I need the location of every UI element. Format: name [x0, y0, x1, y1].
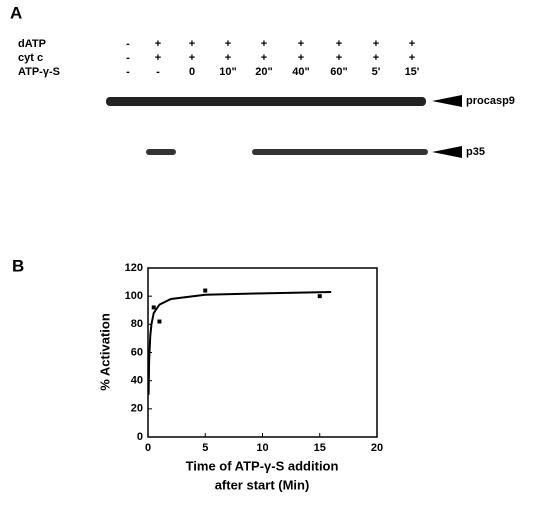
data-point [157, 319, 162, 324]
lane-value: + [261, 52, 267, 64]
x-axis-label: after start (Min) [215, 477, 310, 492]
lane-value: 5' [372, 66, 381, 78]
lane-value: + [261, 38, 267, 50]
fit-curve [147, 290, 332, 395]
row-label: ATP-γ-S [18, 66, 60, 78]
data-point [203, 288, 208, 293]
x-tick-label: 15 [314, 442, 326, 454]
lane-value: + [189, 52, 195, 64]
lane-value: - [126, 66, 130, 78]
y-tick-label: 0 [137, 431, 143, 443]
lane-value: 15' [405, 66, 420, 78]
y-axis-label: % Activation [97, 313, 112, 391]
arrow [432, 95, 462, 107]
lane-value: + [409, 52, 415, 64]
lane-value: 20" [255, 66, 272, 78]
x-axis-label: Time of ATP-γ-S addition [186, 458, 339, 473]
row-label: dATP [18, 38, 46, 50]
lane-value: + [225, 52, 231, 64]
lane-value: - [126, 38, 130, 50]
lane-value: 40" [292, 66, 309, 78]
panel-label: A [10, 3, 22, 22]
y-tick-label: 100 [125, 290, 143, 302]
lane-value: + [155, 38, 161, 50]
y-tick-label: 80 [131, 318, 143, 330]
p35-band [146, 149, 176, 155]
x-tick-label: 20 [371, 442, 383, 454]
data-point [317, 294, 322, 299]
band-label: p35 [466, 146, 485, 158]
panel-label: B [12, 256, 24, 275]
p35-band [252, 149, 428, 155]
row-label: cyt c [18, 52, 43, 64]
band-label: procasp9 [466, 95, 515, 107]
lane-value: + [373, 52, 379, 64]
lane-value: + [336, 38, 342, 50]
lane-value: + [409, 38, 415, 50]
procasp9-band [106, 97, 426, 106]
lane-value: + [373, 38, 379, 50]
x-tick-label: 10 [256, 442, 268, 454]
blot: procasp9 p35 [106, 95, 515, 158]
lane-value: + [298, 38, 304, 50]
lane-value: + [189, 38, 195, 50]
y-tick-label: 20 [131, 403, 143, 415]
lane-value: 10" [219, 66, 236, 78]
y-tick-label: 120 [125, 262, 143, 274]
x-tick-label: 5 [202, 442, 208, 454]
lane-value: - [126, 52, 130, 64]
x-tick-label: 0 [145, 442, 151, 454]
lane-value: + [298, 52, 304, 64]
lane-value: - [156, 66, 160, 78]
lane-value: + [225, 38, 231, 50]
data-point [151, 305, 156, 310]
lane-value: 0 [189, 66, 195, 78]
y-tick-label: 60 [131, 346, 143, 358]
lane-value: 60" [330, 66, 347, 78]
lane-value: + [336, 52, 342, 64]
lane-value: + [155, 52, 161, 64]
arrow [432, 146, 462, 158]
y-tick-label: 40 [131, 375, 143, 387]
